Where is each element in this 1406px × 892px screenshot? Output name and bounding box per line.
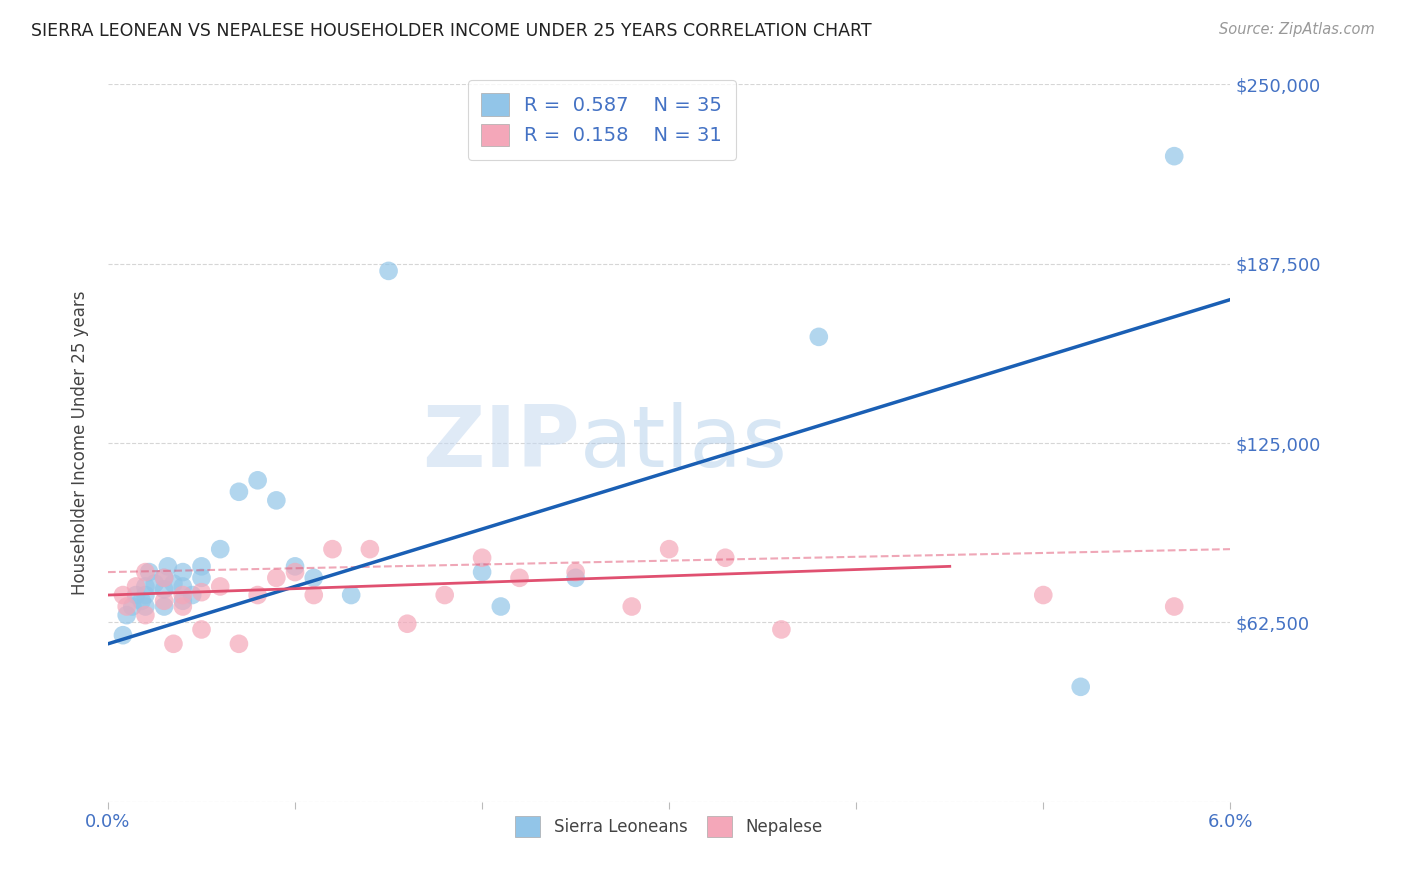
Point <box>121 599 143 614</box>
Text: SIERRA LEONEAN VS NEPALESE HOUSEHOLDER INCOME UNDER 25 YEARS CORRELATION CHART: SIERRA LEONEAN VS NEPALESE HOUSEHOLDER I… <box>31 22 872 40</box>
Point <box>266 571 288 585</box>
Point <box>153 594 176 608</box>
Point <box>1163 149 1185 163</box>
Point <box>172 565 194 579</box>
Point <box>284 565 307 579</box>
Point <box>156 559 179 574</box>
Text: ZIP: ZIP <box>422 401 579 484</box>
Point <box>115 608 138 623</box>
Point <box>190 559 212 574</box>
Point <box>770 623 793 637</box>
Point <box>340 588 363 602</box>
Point <box>396 616 419 631</box>
Y-axis label: Householder Income Under 25 years: Householder Income Under 25 years <box>72 291 89 595</box>
Point <box>190 585 212 599</box>
Point <box>228 484 250 499</box>
Point <box>433 588 456 602</box>
Point <box>209 579 232 593</box>
Point <box>134 565 156 579</box>
Point <box>509 571 531 585</box>
Point <box>228 637 250 651</box>
Point <box>125 588 148 602</box>
Point <box>564 565 586 579</box>
Point <box>190 571 212 585</box>
Point <box>1163 599 1185 614</box>
Point <box>1032 588 1054 602</box>
Point <box>153 599 176 614</box>
Point <box>172 594 194 608</box>
Legend: Sierra Leoneans, Nepalese: Sierra Leoneans, Nepalese <box>509 810 830 844</box>
Point <box>134 599 156 614</box>
Point <box>302 571 325 585</box>
Point <box>471 565 494 579</box>
Point <box>266 493 288 508</box>
Point <box>162 637 184 651</box>
Point <box>284 559 307 574</box>
Point <box>153 582 176 597</box>
Point <box>172 599 194 614</box>
Point <box>807 330 830 344</box>
Text: atlas: atlas <box>579 401 787 484</box>
Point <box>190 623 212 637</box>
Point <box>489 599 512 614</box>
Point <box>134 588 156 602</box>
Point <box>714 550 737 565</box>
Point <box>111 588 134 602</box>
Point <box>246 473 269 487</box>
Point <box>620 599 643 614</box>
Point <box>209 542 232 557</box>
Point <box>564 571 586 585</box>
Point <box>111 628 134 642</box>
Point <box>153 571 176 585</box>
Point <box>153 571 176 585</box>
Point <box>115 599 138 614</box>
Point <box>658 542 681 557</box>
Point <box>143 576 166 591</box>
Point <box>1070 680 1092 694</box>
Point <box>134 579 156 593</box>
Point <box>181 588 204 602</box>
Point <box>138 565 160 579</box>
Point <box>302 588 325 602</box>
Text: Source: ZipAtlas.com: Source: ZipAtlas.com <box>1219 22 1375 37</box>
Point <box>172 588 194 602</box>
Point <box>134 608 156 623</box>
Point <box>131 594 153 608</box>
Point <box>125 579 148 593</box>
Point <box>162 576 184 591</box>
Point <box>377 264 399 278</box>
Point <box>321 542 343 557</box>
Point <box>471 550 494 565</box>
Point <box>172 579 194 593</box>
Point <box>359 542 381 557</box>
Point <box>246 588 269 602</box>
